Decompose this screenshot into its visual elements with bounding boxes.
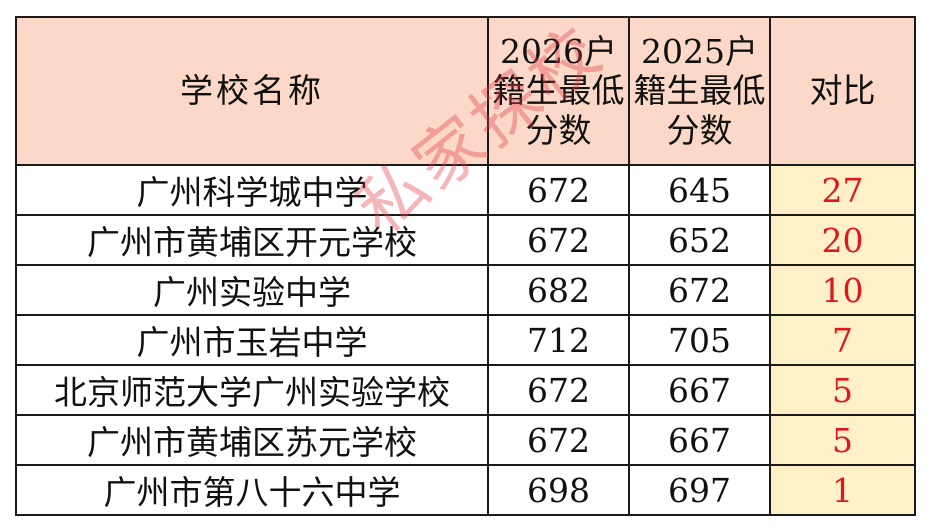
score-2025-cell: 697 <box>628 464 771 516</box>
table-row: 广州市第八十六中学 698 697 1 <box>15 464 916 516</box>
score-2025-cell: 705 <box>628 314 771 366</box>
header-score-2025: 2025户籍生最低分数 <box>628 16 771 166</box>
table-row: 广州实验中学 682 672 10 <box>15 264 916 316</box>
school-name-cell: 广州市玉岩中学 <box>15 314 489 366</box>
table-row: 广州市黄埔区开元学校 672 652 20 <box>15 214 916 266</box>
score-2026-cell: 698 <box>487 464 630 516</box>
school-name-cell: 广州实验中学 <box>15 264 489 316</box>
header-diff: 对比 <box>769 16 916 166</box>
table-row: 广州市黄埔区苏元学校 672 667 5 <box>15 414 916 466</box>
school-name-cell: 北京师范大学广州实验学校 <box>15 364 489 416</box>
diff-cell: 5 <box>769 414 916 466</box>
table-header-row: 学校名称 2026户籍生最低分数 2025户籍生最低分数 对比 <box>15 16 916 166</box>
diff-cell: 5 <box>769 364 916 416</box>
school-name-cell: 广州市黄埔区苏元学校 <box>15 414 489 466</box>
score-2026-cell: 672 <box>487 164 630 216</box>
score-comparison-table: 学校名称 2026户籍生最低分数 2025户籍生最低分数 对比 广州科学城中学 … <box>15 16 916 516</box>
table-row: 北京师范大学广州实验学校 672 667 5 <box>15 364 916 416</box>
school-name-cell: 广州市黄埔区开元学校 <box>15 214 489 266</box>
score-2025-cell: 672 <box>628 264 771 316</box>
header-score-2026: 2026户籍生最低分数 <box>487 16 630 166</box>
diff-cell: 10 <box>769 264 916 316</box>
score-2025-cell: 667 <box>628 414 771 466</box>
score-2026-cell: 712 <box>487 314 630 366</box>
table-row: 广州市玉岩中学 712 705 7 <box>15 314 916 366</box>
score-2026-cell: 672 <box>487 214 630 266</box>
score-2025-cell: 667 <box>628 364 771 416</box>
score-2025-cell: 645 <box>628 164 771 216</box>
diff-cell: 20 <box>769 214 916 266</box>
header-school-name: 学校名称 <box>15 16 489 166</box>
table-row: 广州科学城中学 672 645 27 <box>15 164 916 216</box>
score-2025-cell: 652 <box>628 214 771 266</box>
score-2026-cell: 672 <box>487 364 630 416</box>
score-2026-cell: 682 <box>487 264 630 316</box>
score-2026-cell: 672 <box>487 414 630 466</box>
diff-cell: 1 <box>769 464 916 516</box>
diff-cell: 27 <box>769 164 916 216</box>
diff-cell: 7 <box>769 314 916 366</box>
school-name-cell: 广州市第八十六中学 <box>15 464 489 516</box>
school-name-cell: 广州科学城中学 <box>15 164 489 216</box>
